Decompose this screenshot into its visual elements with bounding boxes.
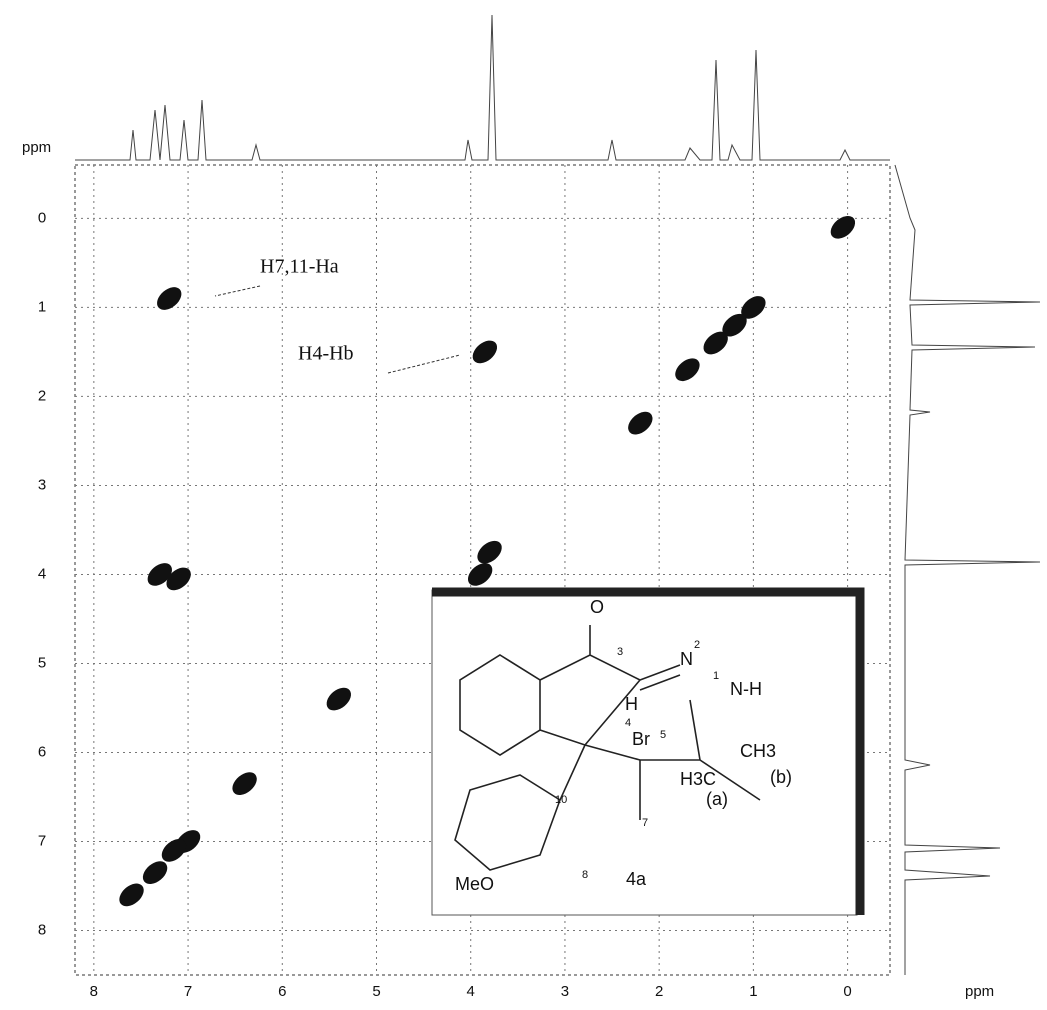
cross-peak <box>675 358 700 382</box>
structure-label: O <box>590 597 604 617</box>
x-tick-label: 0 <box>843 983 851 1000</box>
cross-peak <box>467 563 493 586</box>
inset-border <box>432 587 865 915</box>
y-tick-label: 1 <box>38 298 46 315</box>
y-tick-label: 3 <box>38 476 46 493</box>
structure-label: N <box>680 649 693 669</box>
structure-label: H3C <box>680 769 716 789</box>
structure-label: 3 <box>617 646 623 658</box>
y-tick-label: 4 <box>38 565 46 582</box>
cross-peak <box>722 313 747 337</box>
y-tick-label: 5 <box>38 654 46 671</box>
structure-label: N-H <box>730 679 762 699</box>
cross-peak <box>326 687 352 711</box>
cross-peak <box>142 861 168 884</box>
right-projection <box>894 164 1041 975</box>
annotation: H7,11-Ha <box>260 256 339 278</box>
structure-label: Br <box>632 729 650 749</box>
cross-peak <box>830 215 856 239</box>
cross-peak <box>147 563 172 586</box>
annotation: H4-Hb <box>298 343 354 365</box>
structure-label: 8 <box>582 869 588 881</box>
structure-label: 4 <box>625 717 631 729</box>
top-projection <box>75 14 890 161</box>
structure-label: MeO <box>455 874 494 894</box>
cross-peak <box>472 340 498 364</box>
x-tick-label: 4 <box>467 983 475 1000</box>
x-tick-label: 6 <box>278 983 286 1000</box>
inset-structure: O 3 N2 1 N-H H 4Br 5 CH3 (b) H3C(a) 10 7 8 MeO 4a <box>431 587 865 916</box>
structure-label: (b) <box>770 767 792 787</box>
x-tick-label: 7 <box>184 983 192 1000</box>
x-tick-label: 1 <box>749 983 757 1000</box>
plot-frame <box>74 164 891 976</box>
structure-label: 5 <box>660 729 666 741</box>
y-axis-label: ppm <box>22 139 51 156</box>
cross-peak <box>166 567 191 591</box>
x-tick-label: 5 <box>372 983 380 1000</box>
molecule-bonds <box>454 625 761 871</box>
cross-peak <box>232 772 257 795</box>
y-tick-label: 0 <box>38 209 46 226</box>
cross-peak <box>477 540 502 564</box>
y-tick-label: 6 <box>38 743 46 760</box>
x-tick-label: 8 <box>90 983 98 1000</box>
y-tick-label: 7 <box>38 832 46 849</box>
plot <box>75 165 890 975</box>
cross-peak <box>703 331 728 355</box>
structure-label: 1 <box>713 670 719 682</box>
structure-label: 4a <box>626 869 647 889</box>
cross-peak <box>157 287 182 310</box>
annotation-arrow <box>214 285 261 297</box>
inset-box <box>431 589 858 916</box>
structure-label: (a) <box>706 789 728 809</box>
structure-label: 10 <box>555 794 567 806</box>
cross-peak <box>628 411 653 435</box>
x-tick-label: 2 <box>655 983 663 1000</box>
y-tick-label: 8 <box>38 921 46 938</box>
x-axis-label: ppm <box>965 983 994 1000</box>
structure-label: CH3 <box>740 741 776 761</box>
cross-peak <box>161 839 187 862</box>
structure-label: 2 <box>694 639 700 651</box>
x-tick-label: 3 <box>561 983 569 1000</box>
cross-peak <box>119 883 144 907</box>
structure-label: H <box>625 694 638 714</box>
structure-label: 7 <box>642 817 648 829</box>
annotation-arrow <box>387 354 461 374</box>
y-tick-label: 2 <box>38 387 46 404</box>
cross-peak <box>741 296 766 319</box>
